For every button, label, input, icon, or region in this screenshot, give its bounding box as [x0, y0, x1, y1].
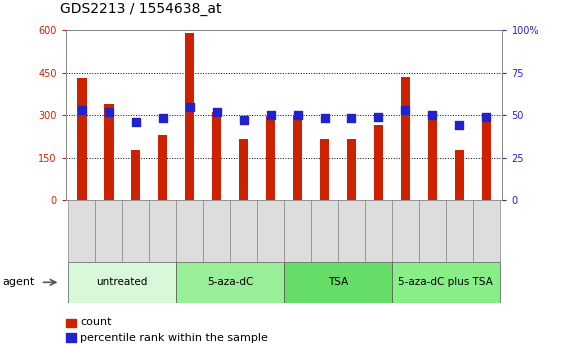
Point [320, 116, 329, 121]
Text: percentile rank within the sample: percentile rank within the sample [80, 333, 268, 343]
Point [482, 114, 491, 120]
Point [401, 107, 410, 113]
Bar [284, 262, 392, 303]
Bar [320, 139, 329, 200]
Bar [401, 77, 410, 200]
Text: 5-aza-dC: 5-aza-dC [207, 277, 254, 287]
Bar [176, 200, 203, 262]
Bar [203, 200, 230, 262]
Point [158, 116, 167, 121]
Point [131, 119, 140, 125]
Bar [257, 200, 284, 262]
Text: count: count [80, 317, 111, 327]
Bar [77, 78, 87, 200]
Bar [185, 33, 194, 200]
Text: 5-aza-dC plus TSA: 5-aza-dC plus TSA [399, 277, 493, 287]
Bar [481, 115, 491, 200]
Bar [347, 139, 356, 200]
Bar [131, 150, 140, 200]
Bar [212, 112, 222, 200]
Bar [95, 200, 122, 262]
Bar [66, 333, 76, 342]
Bar [392, 200, 419, 262]
Bar [374, 125, 383, 200]
Point [374, 114, 383, 120]
Point [212, 109, 221, 114]
Bar [104, 104, 114, 200]
Bar [239, 139, 248, 200]
Point [185, 104, 194, 109]
Bar [446, 200, 473, 262]
Point [239, 117, 248, 123]
Point [266, 112, 275, 118]
Bar [365, 200, 392, 262]
Point [104, 109, 114, 114]
Bar [122, 200, 149, 262]
Bar [284, 200, 311, 262]
Bar [455, 150, 464, 200]
Bar [66, 319, 76, 327]
Text: untreated: untreated [96, 277, 148, 287]
Bar [473, 200, 500, 262]
Bar [266, 116, 275, 200]
Point [347, 116, 356, 121]
Bar [230, 200, 257, 262]
Bar [158, 135, 167, 200]
Bar [149, 200, 176, 262]
Text: GDS2213 / 1554638_at: GDS2213 / 1554638_at [60, 2, 222, 16]
Point [293, 112, 302, 118]
Point [455, 122, 464, 128]
Bar [428, 115, 437, 200]
Bar [293, 116, 302, 200]
Bar [69, 200, 95, 262]
Text: agent: agent [3, 278, 35, 287]
Bar [338, 200, 365, 262]
Point [428, 112, 437, 118]
Point [77, 107, 86, 113]
Bar [69, 262, 176, 303]
Bar [419, 200, 446, 262]
Bar [311, 200, 338, 262]
Bar [176, 262, 284, 303]
Bar [392, 262, 500, 303]
Text: TSA: TSA [328, 277, 348, 287]
